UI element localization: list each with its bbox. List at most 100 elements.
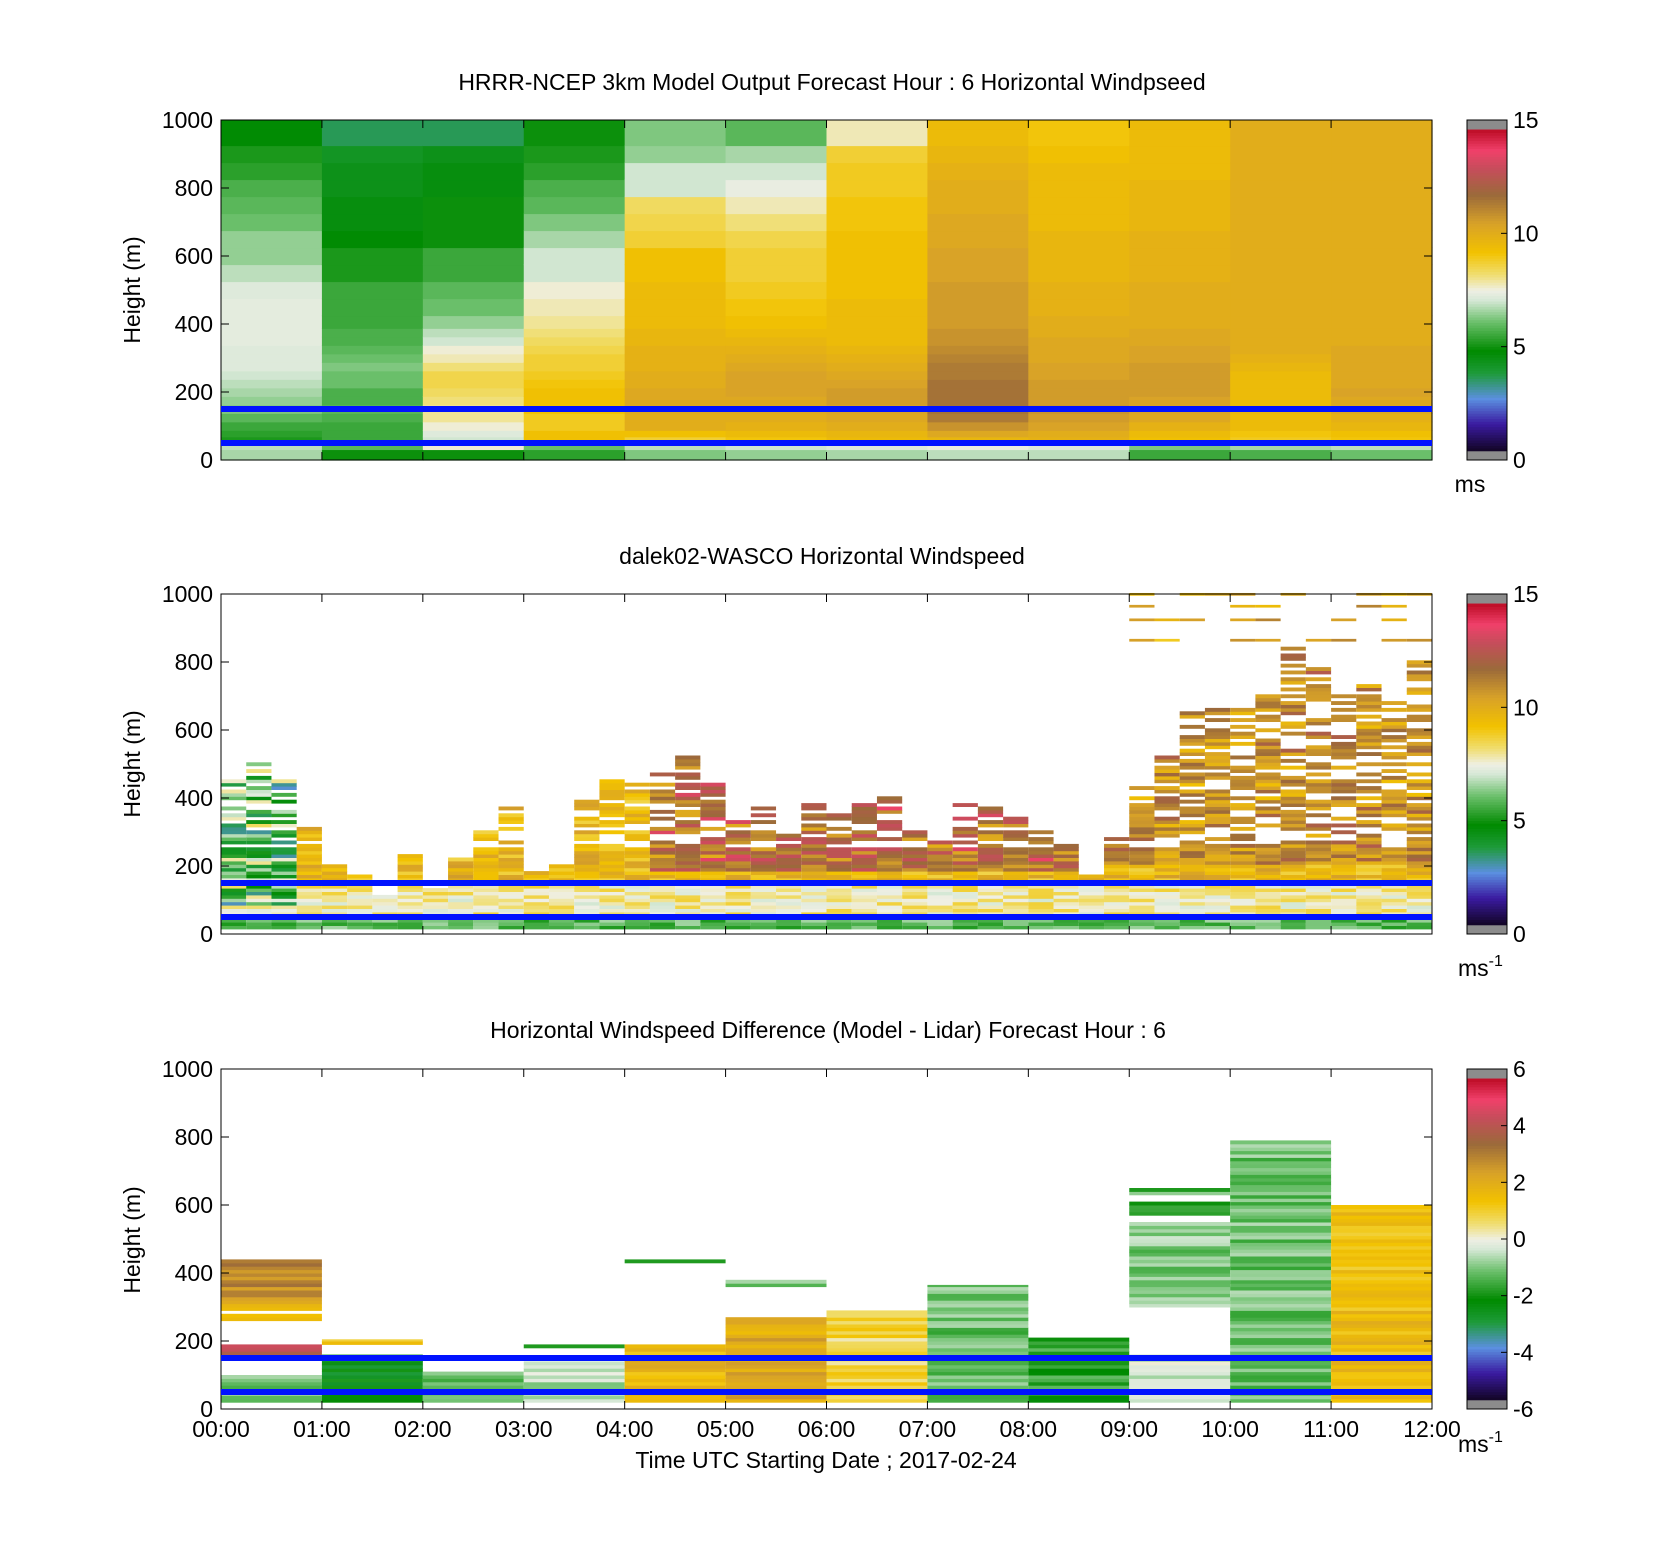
heatmap-cell bbox=[1154, 854, 1180, 858]
heatmap-cell bbox=[523, 213, 626, 232]
colorbar-swatch bbox=[1467, 729, 1507, 733]
heatmap-cell bbox=[321, 1375, 423, 1379]
heatmap-cell bbox=[927, 430, 1029, 438]
heatmap-cell bbox=[1331, 618, 1357, 622]
heatmap-cell bbox=[523, 1361, 625, 1366]
chart-title: HRRR-NCEP 3km Model Output Forecast Hour… bbox=[458, 69, 1205, 95]
heatmap-cell bbox=[1381, 850, 1407, 855]
heatmap-cell bbox=[927, 1344, 1029, 1349]
heatmap-cell bbox=[826, 345, 929, 355]
heatmap-cell bbox=[1179, 789, 1205, 794]
heatmap-cell bbox=[851, 894, 877, 899]
heatmap-cell bbox=[1129, 1256, 1231, 1260]
heatmap-cell bbox=[902, 922, 928, 926]
heatmap-cell bbox=[801, 884, 827, 889]
colorbar-swatch bbox=[1467, 244, 1507, 249]
heatmap-cell bbox=[271, 911, 297, 916]
colorbar-swatch bbox=[1467, 1335, 1507, 1339]
colorbar-swatch bbox=[1467, 161, 1507, 166]
heatmap-cell bbox=[927, 908, 953, 913]
heatmap-cell bbox=[523, 1395, 625, 1400]
heatmap-cell bbox=[321, 867, 348, 872]
heatmap-cell bbox=[952, 908, 978, 913]
heatmap-cell bbox=[1230, 1273, 1332, 1277]
heatmap-cell bbox=[1129, 1300, 1231, 1305]
heatmap-cell bbox=[1230, 826, 1256, 831]
heatmap-cell bbox=[649, 854, 676, 858]
heatmap-cell bbox=[1003, 884, 1029, 889]
heatmap-cell bbox=[1028, 867, 1054, 872]
heatmap-cell bbox=[1331, 1337, 1432, 1342]
heatmap-cell bbox=[1028, 1347, 1130, 1352]
heatmap-cell bbox=[725, 213, 828, 232]
heatmap-cell bbox=[321, 1398, 423, 1403]
heatmap-cell bbox=[1381, 908, 1407, 913]
heatmap-cell bbox=[523, 1381, 625, 1386]
heatmap-cell bbox=[448, 905, 474, 909]
heatmap-cell bbox=[1230, 618, 1256, 622]
heatmap-cell bbox=[776, 864, 802, 869]
heatmap-cell bbox=[1003, 820, 1029, 824]
heatmap-cell bbox=[1331, 908, 1357, 913]
heatmap-cell bbox=[1356, 687, 1382, 692]
colorbar-swatch bbox=[1467, 1222, 1507, 1227]
heatmap-cell bbox=[826, 908, 852, 913]
heatmap-cell bbox=[1331, 1276, 1432, 1281]
heatmap-cell bbox=[700, 884, 726, 889]
heatmap-cell bbox=[851, 884, 877, 889]
colorbar-swatch bbox=[1467, 439, 1507, 444]
colorbar-swatch bbox=[1467, 1172, 1507, 1176]
heatmap-cell bbox=[548, 864, 575, 869]
heatmap-cell bbox=[1305, 735, 1332, 739]
heatmap-cell bbox=[1356, 813, 1382, 818]
colorbar-swatch bbox=[1467, 734, 1507, 739]
heatmap-cell bbox=[321, 888, 348, 892]
heatmap-cell bbox=[952, 874, 978, 879]
colorbar-swatch bbox=[1467, 156, 1507, 160]
heatmap-cell bbox=[1028, 281, 1130, 300]
colorbar-swatch bbox=[1467, 1115, 1507, 1120]
heatmap-cell bbox=[498, 874, 524, 879]
heatmap-cell bbox=[801, 806, 827, 811]
heatmap-cell bbox=[1305, 847, 1332, 852]
colorbar-swatch bbox=[1467, 308, 1507, 313]
heatmap-cell bbox=[1381, 823, 1407, 828]
heatmap-cell bbox=[927, 345, 1029, 355]
colorbar-swatch bbox=[1467, 1081, 1507, 1085]
heatmap-cell bbox=[548, 867, 575, 872]
heatmap-cell bbox=[1028, 1375, 1130, 1379]
heatmap-cell bbox=[927, 387, 1029, 397]
heatmap-cell bbox=[927, 298, 1029, 317]
colorbar-swatch bbox=[1467, 1263, 1507, 1267]
heatmap-cell bbox=[1053, 925, 1079, 930]
heatmap-cell bbox=[599, 854, 625, 858]
heatmap-cell bbox=[1230, 353, 1332, 363]
heatmap-cell bbox=[1028, 370, 1130, 380]
heatmap-cell bbox=[927, 1341, 1029, 1345]
heatmap-cell bbox=[1154, 901, 1180, 906]
heatmap-cell bbox=[1204, 745, 1231, 750]
colorbar-unit-base: ms bbox=[1458, 1431, 1489, 1457]
heatmap-cell bbox=[599, 860, 625, 865]
heatmap-cell bbox=[1204, 762, 1231, 767]
y-tick-label: 600 bbox=[175, 717, 213, 743]
heatmap-cell bbox=[776, 857, 802, 862]
heatmap-cell bbox=[1003, 857, 1029, 862]
colorbar-swatch bbox=[1467, 252, 1507, 257]
heatmap-cell bbox=[1255, 867, 1281, 872]
colorbar-swatch bbox=[1467, 1129, 1507, 1133]
heatmap-cell bbox=[927, 247, 1029, 266]
heatmap-cell bbox=[599, 796, 625, 801]
heatmap-cell bbox=[700, 877, 726, 882]
heatmap-cell bbox=[1028, 898, 1054, 903]
heatmap-cell bbox=[321, 370, 424, 380]
heatmap-cell bbox=[801, 922, 827, 926]
heatmap-cell bbox=[927, 1293, 1029, 1298]
heatmap-cell bbox=[221, 840, 247, 845]
colorbar-swatch bbox=[1467, 354, 1507, 358]
heatmap-cell bbox=[1078, 888, 1105, 892]
heatmap-cell bbox=[1154, 765, 1180, 770]
colorbar-swatch bbox=[1467, 1228, 1507, 1232]
heatmap-cell bbox=[927, 362, 1029, 372]
heatmap-cell bbox=[952, 898, 978, 903]
